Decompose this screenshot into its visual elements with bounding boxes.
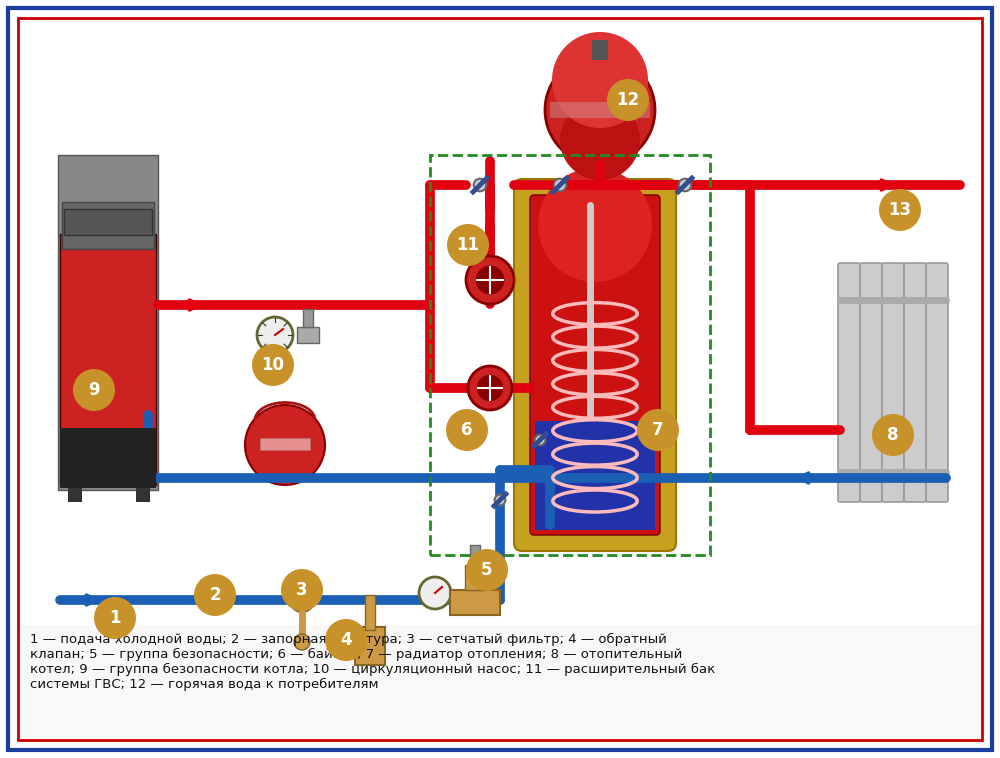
Circle shape [607,79,649,121]
Circle shape [94,597,136,639]
Text: 13: 13 [888,201,912,219]
FancyBboxPatch shape [904,263,926,502]
FancyBboxPatch shape [465,565,485,590]
Circle shape [257,317,293,353]
FancyBboxPatch shape [470,545,480,565]
Circle shape [294,634,310,650]
Circle shape [637,409,679,451]
Circle shape [281,569,323,611]
FancyBboxPatch shape [18,625,982,740]
Circle shape [245,405,325,485]
FancyBboxPatch shape [58,155,158,490]
Circle shape [325,619,367,661]
FancyBboxPatch shape [365,595,375,630]
Circle shape [476,265,504,294]
Circle shape [495,495,505,506]
Text: 3: 3 [296,581,308,599]
FancyBboxPatch shape [882,263,904,502]
Circle shape [560,100,640,180]
Circle shape [552,32,648,128]
Text: 4: 4 [340,631,352,649]
FancyBboxPatch shape [60,428,156,488]
Circle shape [290,588,314,612]
Circle shape [538,168,652,282]
FancyBboxPatch shape [136,488,150,502]
Circle shape [466,549,508,591]
FancyBboxPatch shape [303,309,313,327]
FancyBboxPatch shape [926,263,948,502]
Circle shape [419,577,451,609]
Text: 5: 5 [481,561,493,579]
Circle shape [446,409,488,451]
FancyBboxPatch shape [64,208,152,236]
Text: 8: 8 [887,426,899,444]
Text: 11: 11 [456,236,480,254]
Circle shape [872,414,914,456]
FancyBboxPatch shape [355,627,385,665]
FancyBboxPatch shape [592,40,608,60]
Text: 2: 2 [209,586,221,604]
FancyBboxPatch shape [297,327,319,343]
Text: 10: 10 [262,356,285,374]
FancyBboxPatch shape [838,263,860,502]
Circle shape [73,369,115,411]
FancyBboxPatch shape [60,233,156,485]
Circle shape [468,366,512,410]
Circle shape [447,224,489,266]
Text: 12: 12 [616,91,640,109]
Circle shape [679,179,691,191]
Circle shape [209,594,221,606]
FancyBboxPatch shape [514,179,676,551]
Circle shape [879,189,921,231]
Circle shape [554,179,566,191]
FancyBboxPatch shape [860,263,882,502]
FancyBboxPatch shape [550,102,650,118]
Circle shape [545,55,655,165]
Circle shape [535,434,545,446]
Circle shape [252,344,294,386]
Text: 7: 7 [652,421,664,439]
Text: 9: 9 [88,381,100,399]
Circle shape [194,574,236,616]
FancyBboxPatch shape [450,590,500,615]
FancyBboxPatch shape [62,202,154,249]
Text: 1: 1 [109,609,121,627]
Circle shape [477,374,503,401]
Text: 6: 6 [461,421,473,439]
Circle shape [474,179,486,191]
FancyBboxPatch shape [535,421,655,530]
Text: 1 — подача холодной воды; 2 — запорная арматура; 3 — сетчатый фильтр; 4 — обратн: 1 — подача холодной воды; 2 — запорная а… [30,633,715,691]
FancyBboxPatch shape [260,438,310,450]
Circle shape [466,256,514,304]
FancyBboxPatch shape [68,488,82,502]
FancyBboxPatch shape [530,195,660,535]
